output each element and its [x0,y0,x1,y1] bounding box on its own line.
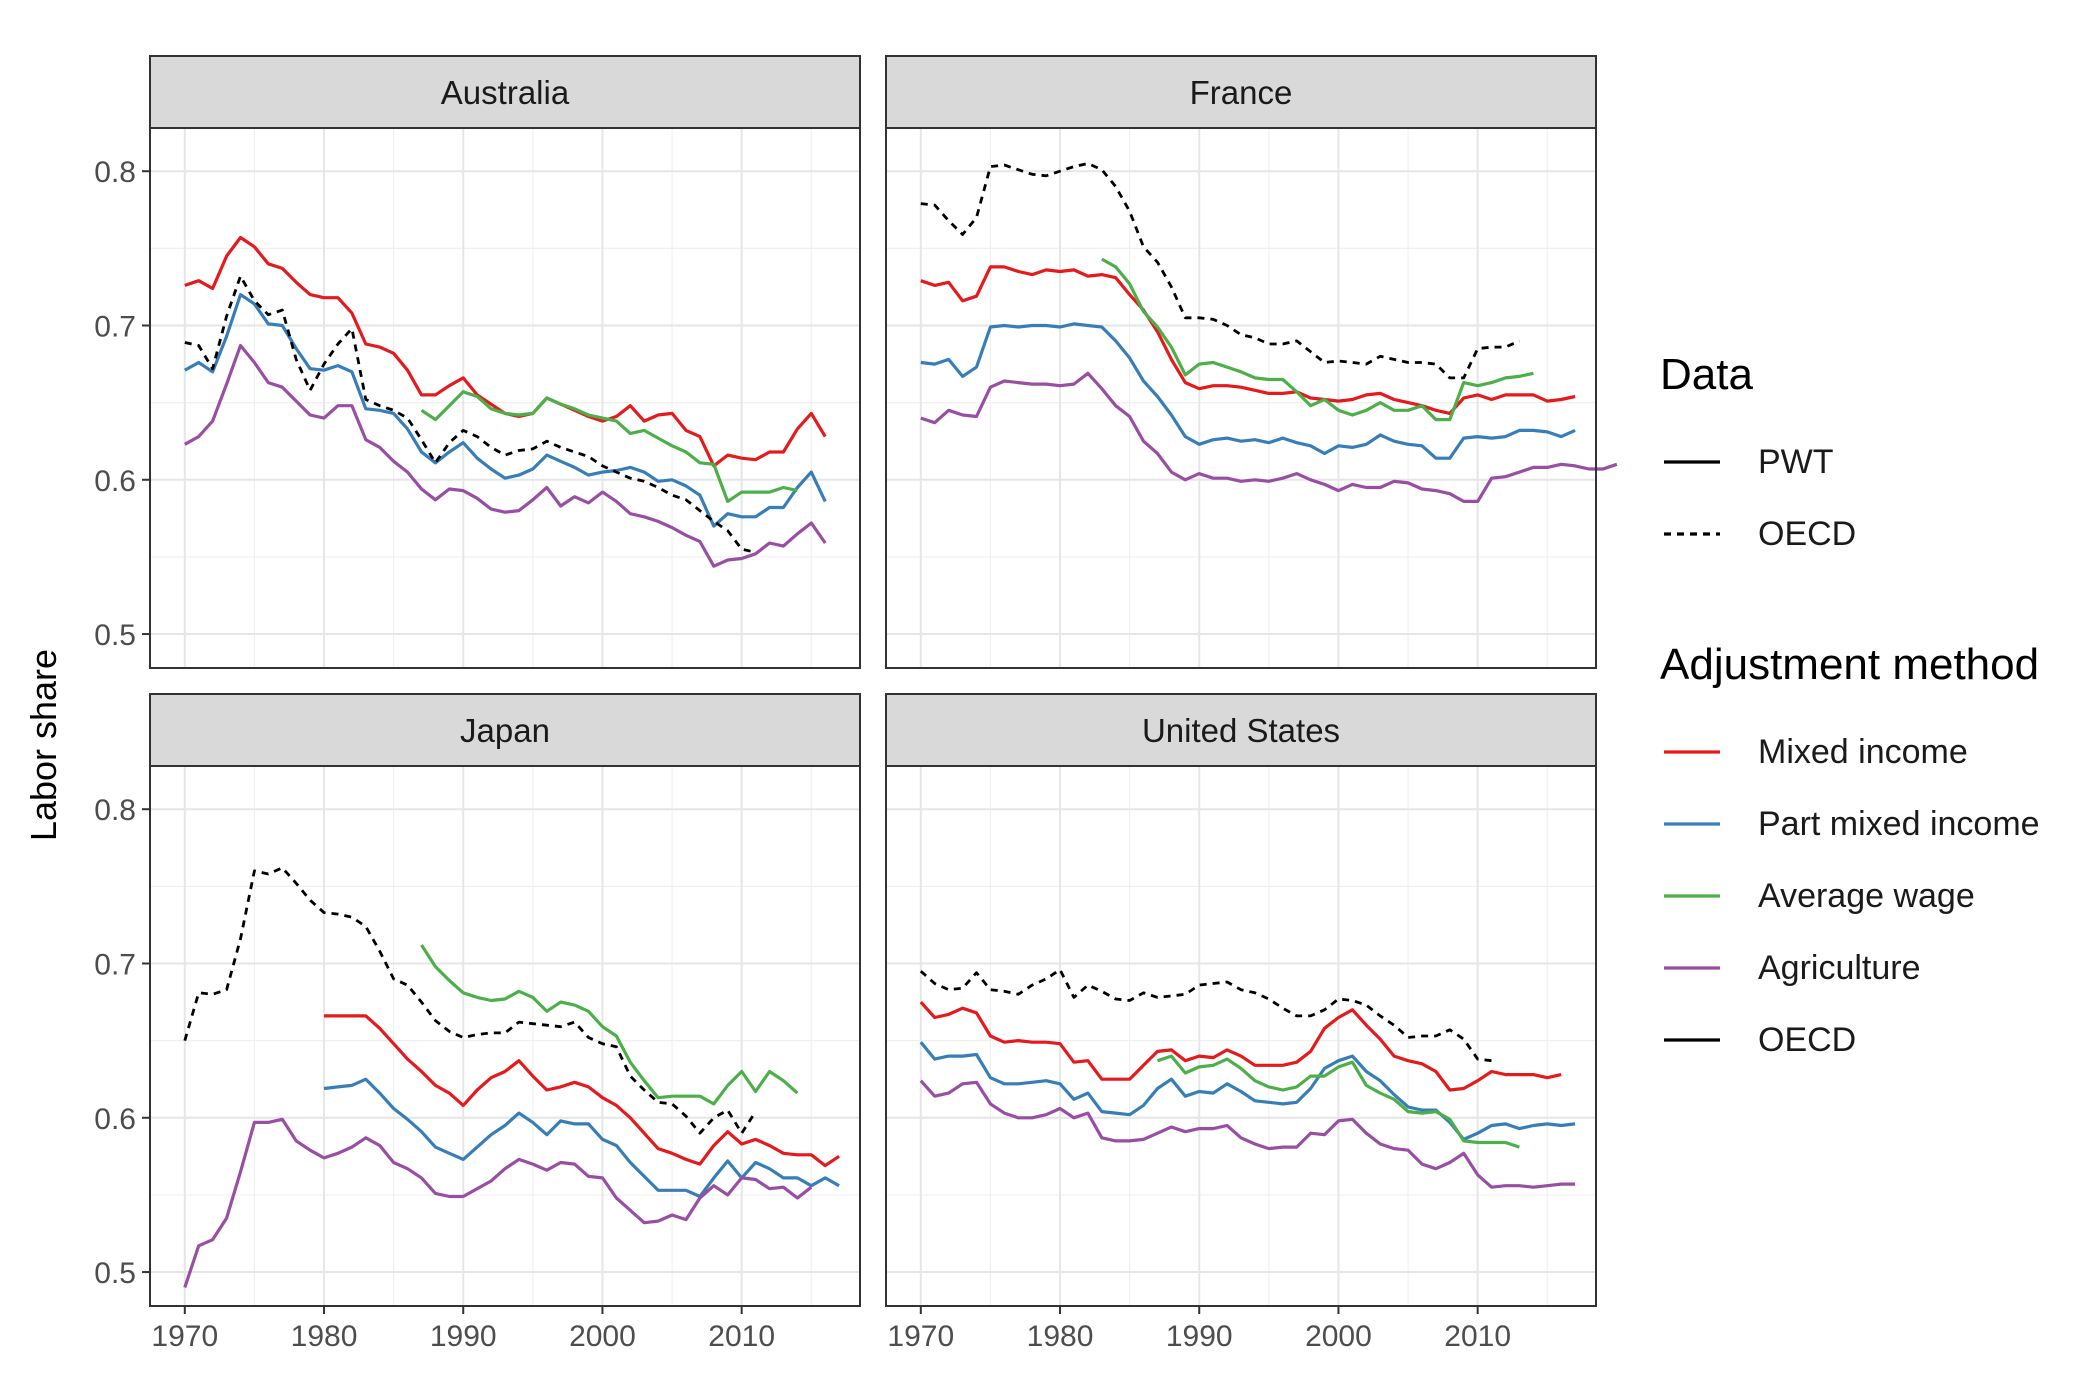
series-line-mixed-income [919,1001,1562,1092]
y-tick-label: 0.7 [94,310,136,343]
x-tick-label: 1980 [1027,1320,1094,1353]
series-line-agriculture [184,343,827,568]
legend-data-group: Data PWT OECD [1660,350,2090,570]
series-line-average-wage [1101,257,1534,422]
strip-label: Japan [460,712,550,749]
series-line-oecd [920,162,1520,380]
y-tick-label: 0.8 [94,794,136,827]
series-line-average-wage [420,944,799,1106]
series-line-part-mixed-income [184,293,827,528]
legend-method-title: Adjustment method [1660,640,2040,689]
legend-label: Mixed income [1758,732,1968,771]
legend-item-mixed-income: Mixed income [1660,716,2090,788]
x-tick-label: 1990 [430,1320,497,1353]
strip-label: Australia [441,74,570,111]
x-tick-label: 1980 [291,1320,358,1353]
strip [885,693,1597,767]
legend-item-average-wage: Average wage [1660,860,2090,932]
legend-data-items: PWT OECD [1660,426,2090,570]
legend-label: PWT [1758,442,1834,481]
x-tick-label: 1990 [1166,1320,1233,1353]
legend: Data PWT OECD Adjustment method Mixed inc… [1660,350,2090,1146]
legend-data-title: Data [1660,350,1753,399]
legend-method-group: Adjustment method Mixed income Part mixed… [1660,640,2090,1076]
x-tick-label: 2010 [1444,1320,1511,1353]
panel-australia: Australia 0.5 0.6 0.7 0.8 [94,55,861,669]
legend-item-oecd: OECD [1660,1004,2090,1076]
series-line-average-wage [420,390,798,503]
legend-key [1664,894,1720,898]
y-tick-label: 0.6 [94,1103,136,1136]
plot-background [150,128,860,668]
y-axis-label: Labor share [23,649,64,841]
x-tick-label: 2000 [569,1320,636,1353]
series-line-part-mixed-income [920,322,1576,460]
y-tick-label: 0.6 [94,465,136,498]
legend-key [1664,460,1720,464]
legend-item-part-mixed-income: Part mixed income [1660,788,2090,860]
series-line-mixed-income [324,1014,840,1168]
panel-border [885,127,1597,669]
series-line-average-wage [1156,1054,1520,1149]
panel-united-states: United States 1970 1980 1990 2000 2010 [885,693,1597,1353]
legend-key [1664,966,1720,970]
legend-key [1664,532,1720,536]
legend-item-oecd: OECD [1660,498,2090,570]
x-tick-label: 1970 [887,1320,954,1353]
series-line-part-mixed-income [323,1077,840,1199]
legend-key [1664,750,1720,754]
legend-item-pwt: PWT [1660,426,2090,498]
panel-japan: Japan 0.5 0.6 0.7 0.8 1970 1980 1990 2000 2010 [94,693,861,1353]
x-tick-label: 2000 [1305,1320,1372,1353]
legend-label: Agriculture [1758,948,1921,987]
y-tick-label: 0.8 [94,156,136,189]
x-tick-label: 1970 [151,1320,218,1353]
series-line-oecd [183,866,757,1135]
strip [149,55,861,129]
legend-key [1664,822,1720,826]
panel-border [149,765,861,1307]
strip-label: United States [1142,712,1340,749]
y-tick-label: 0.7 [94,948,136,981]
panel-france: France [885,55,1618,669]
panel-border [149,127,861,669]
strip-label: France [1190,74,1293,111]
series-line-oecd [184,274,756,554]
series-line-oecd [919,968,1492,1063]
series-line-agriculture [183,1117,813,1289]
legend-method-items: Mixed income Part mixed income Average wag… [1660,716,2090,1076]
legend-label: OECD [1758,514,1857,553]
y-tick-label: 0.5 [94,619,136,652]
series-line-mixed-income [920,265,1576,415]
y-tick-label: 0.5 [94,1257,136,1290]
legend-key [1664,1038,1720,1042]
x-tick-label: 2010 [708,1320,775,1353]
legend-label: Average wage [1758,876,1975,915]
legend-label: OECD [1758,1020,1857,1059]
strip [149,693,861,767]
series-line-agriculture [919,1079,1576,1189]
series-line-part-mixed-income [919,1041,1576,1142]
legend-item-agriculture: Agriculture [1660,932,2090,1004]
series-line-agriculture [920,371,1618,503]
plot-background [150,766,860,1306]
legend-label: Part mixed income [1758,804,2040,843]
panel-border [885,765,1597,1307]
panels: Australia 0.5 0.6 0.7 0.8 France Japan 0.5 0.6 0.… [94,55,1618,1353]
